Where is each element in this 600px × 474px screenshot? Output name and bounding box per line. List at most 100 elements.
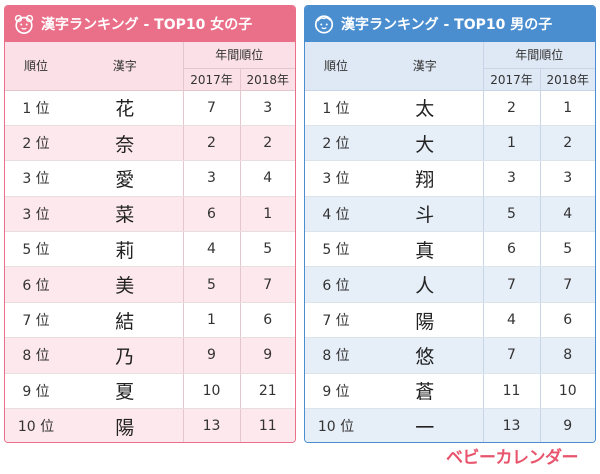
rank-cell: 7 位 xyxy=(305,302,367,339)
rank-cell: 3 位 xyxy=(305,160,367,197)
rank-2017-cell: 4 xyxy=(182,231,240,268)
rank-cell: 7 位 xyxy=(5,302,67,339)
rank-cell: 1 位 xyxy=(5,90,67,126)
rank-2018-cell: 9 xyxy=(539,408,595,442)
rank-2018-cell: 11 xyxy=(239,408,295,442)
rank-2017-cell: 7 xyxy=(482,266,540,303)
rank-2018-cell: 4 xyxy=(539,196,595,233)
rank-cell: 10 位 xyxy=(5,408,67,442)
kanji-cell: 大 xyxy=(367,125,483,162)
rank-cell: 9 位 xyxy=(5,373,67,410)
boys-ranking-panel: 漢字ランキング - TOP10 男の子 順位 漢字 年間順位 2017年 201… xyxy=(304,5,596,443)
yearly-rank-header: 年間順位 xyxy=(482,42,595,69)
rank-2017-cell: 6 xyxy=(482,231,540,268)
rank-2017-cell: 9 xyxy=(182,337,240,374)
rank-cell: 2 位 xyxy=(305,125,367,162)
rank-2018-cell: 10 xyxy=(539,373,595,410)
rank-2017-cell: 1 xyxy=(482,125,540,162)
table-row: 10 位一 13 9 xyxy=(305,408,595,442)
table-row: 10 位陽 13 11 xyxy=(5,408,295,442)
kanji-cell: 乃 xyxy=(67,337,183,374)
rank-2017-cell: 11 xyxy=(482,373,540,410)
girls-ranking-title: 漢字ランキング - TOP10 女の子 xyxy=(41,17,253,33)
kanji-cell: 翔 xyxy=(367,160,483,197)
kanji-cell: 一 xyxy=(367,408,483,442)
rank-2018-cell: 5 xyxy=(539,231,595,268)
rank-cell: 3 位 xyxy=(5,160,67,197)
year-2017-header: 2017年 xyxy=(482,68,540,91)
rank-cell: 5 位 xyxy=(5,231,67,268)
rank-2018-cell: 21 xyxy=(239,373,295,410)
year-2018-header: 2018年 xyxy=(539,68,595,91)
girl-face-icon xyxy=(14,14,34,34)
kanji-cell: 陽 xyxy=(367,302,483,339)
rank-2018-cell: 8 xyxy=(539,337,595,374)
rank-2018-cell: 2 xyxy=(539,125,595,162)
rank-cell: 10 位 xyxy=(305,408,367,442)
kanji-cell: 奈 xyxy=(67,125,183,162)
table-row: 9 位蒼 11 10 xyxy=(305,373,595,410)
rank-cell: 1 位 xyxy=(305,90,367,126)
rank-2018-cell: 5 xyxy=(239,231,295,268)
rank-2017-cell: 5 xyxy=(482,196,540,233)
kanji-cell: 菜 xyxy=(67,196,183,233)
kanji-header: 漢字 xyxy=(367,42,483,91)
rank-header: 順位 xyxy=(305,42,367,91)
rank-2017-cell: 13 xyxy=(182,408,240,442)
rank-cell: 3 位 xyxy=(5,196,67,233)
boy-face-icon xyxy=(314,15,334,34)
rank-2017-cell: 6 xyxy=(182,196,240,233)
rank-2018-cell: 1 xyxy=(239,196,295,233)
rank-cell: 9 位 xyxy=(305,373,367,410)
rank-2017-cell: 5 xyxy=(182,266,240,303)
rank-cell: 6 位 xyxy=(305,266,367,303)
kanji-cell: 人 xyxy=(367,266,483,303)
rank-2018-cell: 2 xyxy=(239,125,295,162)
rank-2017-cell: 4 xyxy=(482,302,540,339)
kanji-cell: 真 xyxy=(367,231,483,268)
rank-2017-cell: 2 xyxy=(182,125,240,162)
rank-2018-cell: 4 xyxy=(239,160,295,197)
rank-2018-cell: 3 xyxy=(239,90,295,126)
yearly-rank-header: 年間順位 xyxy=(182,42,295,69)
rank-2018-cell: 7 xyxy=(539,266,595,303)
girls-ranking-panel: 漢字ランキング - TOP10 女の子 順位 漢字 年間順位 2017年 201… xyxy=(4,5,296,443)
boys-ranking-title: 漢字ランキング - TOP10 男の子 xyxy=(341,17,553,33)
kanji-cell: 太 xyxy=(367,90,483,126)
boys-ranking-title-bar: 漢字ランキング - TOP10 男の子 xyxy=(305,6,595,42)
rank-2017-cell: 3 xyxy=(482,160,540,197)
rank-cell: 8 位 xyxy=(305,337,367,374)
girls-ranking-title-bar: 漢字ランキング - TOP10 女の子 xyxy=(5,6,295,42)
rank-2017-cell: 2 xyxy=(482,90,540,126)
kanji-cell: 花 xyxy=(67,90,183,126)
rank-cell: 6 位 xyxy=(5,266,67,303)
rank-header: 順位 xyxy=(5,42,67,91)
rank-2018-cell: 9 xyxy=(239,337,295,374)
kanji-cell: 愛 xyxy=(67,160,183,197)
kanji-cell: 蒼 xyxy=(367,373,483,410)
baby-calendar-logo: ベビーカレンダー xyxy=(446,448,579,468)
kanji-cell: 陽 xyxy=(67,408,183,442)
kanji-cell: 莉 xyxy=(67,231,183,268)
rank-cell: 2 位 xyxy=(5,125,67,162)
rank-2018-cell: 1 xyxy=(539,90,595,126)
kanji-cell: 悠 xyxy=(367,337,483,374)
